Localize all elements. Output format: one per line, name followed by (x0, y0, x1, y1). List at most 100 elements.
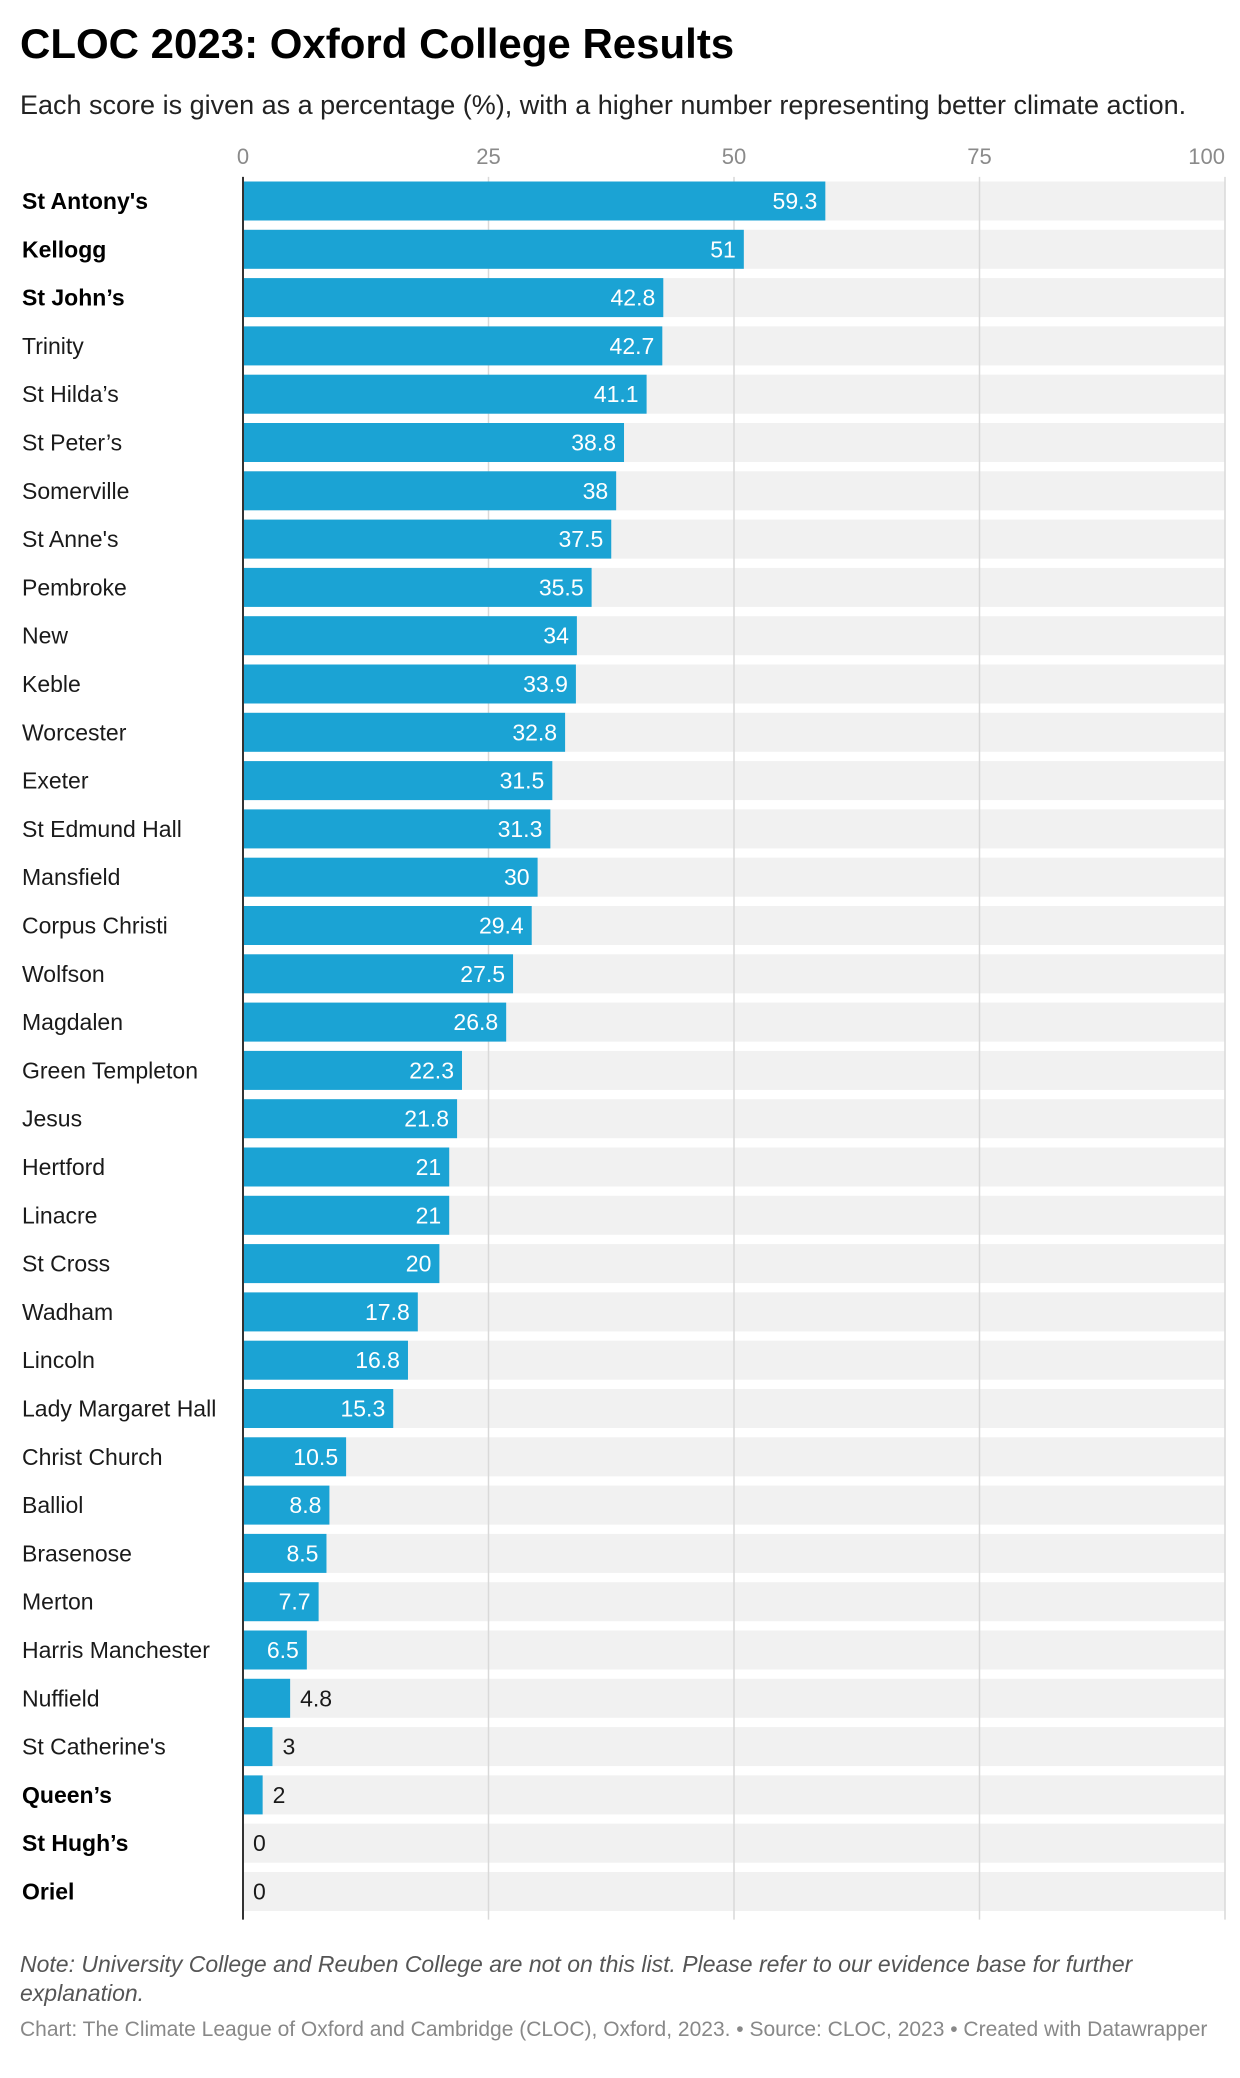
bar (243, 1727, 273, 1767)
value-label: 3 (282, 1734, 295, 1760)
bar (243, 906, 532, 945)
category-label: Worcester (22, 719, 127, 745)
category-label: Exeter (22, 768, 89, 794)
bar (243, 809, 551, 849)
category-label: Queen’s (22, 1782, 112, 1808)
x-tick-label: 0 (237, 144, 249, 169)
bar (243, 181, 826, 221)
value-label: 10.5 (293, 1444, 338, 1470)
value-label: 8.5 (286, 1540, 318, 1566)
bar (243, 1437, 347, 1477)
value-label: 32.8 (512, 719, 557, 745)
value-label: 29.4 (479, 913, 524, 939)
value-label: 59.3 (773, 188, 818, 214)
value-label: 38 (583, 478, 609, 504)
category-label: Wolfson (22, 961, 105, 987)
bar (243, 567, 592, 607)
bar (243, 229, 744, 269)
bar (243, 761, 553, 801)
category-label: St John’s (22, 285, 125, 311)
category-label: New (22, 623, 68, 649)
chart-credit: Chart: The Climate League of Oxford and … (20, 2018, 1208, 2041)
bar-chart: 0 25 50 75 100 St Antony's 59.3 Kellogg 51 St Joh… (22, 144, 1226, 1920)
category-label: Nuffield (22, 1685, 100, 1711)
x-tick-label: 75 (967, 144, 991, 169)
value-label: 17.8 (365, 1299, 410, 1325)
category-label: St Antony's (22, 188, 148, 214)
category-label: Keble (22, 671, 81, 697)
x-tick-label: 100 (1188, 144, 1225, 169)
value-label: 0 (253, 1830, 266, 1856)
bar (243, 423, 625, 462)
bar (243, 857, 538, 897)
bar (243, 1195, 450, 1235)
bar (243, 1099, 458, 1139)
category-label: Pembroke (22, 574, 127, 600)
bar (243, 471, 617, 511)
category-label: Linacre (22, 1202, 97, 1228)
bar (243, 616, 577, 656)
category-label: Balliol (22, 1492, 83, 1518)
bar (243, 1147, 450, 1187)
bar (243, 1389, 394, 1428)
value-label: 26.8 (453, 1009, 498, 1035)
bar (243, 519, 612, 559)
value-label: 20 (406, 1251, 432, 1277)
value-label: 21 (416, 1154, 442, 1180)
bar (243, 1050, 462, 1090)
value-label: 41.1 (594, 381, 639, 407)
value-label: 37.5 (558, 526, 603, 552)
category-label: Christ Church (22, 1444, 163, 1470)
bar (243, 1292, 418, 1332)
chart-note: Note: University College and Reuben Coll… (20, 1951, 1133, 2006)
value-label: 2 (273, 1782, 286, 1808)
bar (243, 712, 566, 752)
bar (243, 1340, 408, 1380)
category-label: St Catherine's (22, 1734, 166, 1760)
category-label: Kellogg (22, 236, 106, 262)
bar (243, 664, 576, 704)
value-label: 15.3 (340, 1396, 385, 1422)
category-label: Corpus Christi (22, 913, 168, 939)
value-label: 31.5 (500, 768, 545, 794)
x-tick-label: 50 (722, 144, 746, 169)
value-label: 38.8 (571, 430, 616, 456)
value-label: 42.8 (611, 285, 656, 311)
bar (243, 1775, 263, 1815)
bar (243, 1582, 319, 1622)
chart-title: CLOC 2023: Oxford College Results (20, 20, 735, 67)
category-label: Hertford (22, 1154, 105, 1180)
bar (243, 278, 664, 318)
category-label: St Hilda’s (22, 381, 119, 407)
value-label: 16.8 (355, 1347, 400, 1373)
value-label: 30 (504, 864, 530, 890)
bar (243, 326, 663, 366)
value-label: 21 (416, 1202, 442, 1228)
value-label: 34 (543, 623, 569, 649)
bar (243, 374, 647, 414)
category-label: Lady Margaret Hall (22, 1396, 216, 1422)
category-label: Trinity (22, 333, 84, 359)
category-label: Jesus (22, 1106, 82, 1132)
category-label: St Anne's (22, 526, 118, 552)
value-label: 21.8 (404, 1106, 449, 1132)
value-label: 51 (710, 236, 736, 262)
value-label: 33.9 (523, 671, 568, 697)
bar (243, 954, 514, 994)
bar (243, 1630, 307, 1670)
category-label: Harris Manchester (22, 1637, 210, 1663)
value-label: 0 (253, 1879, 266, 1905)
category-label: Somerville (22, 478, 129, 504)
value-label: 6.5 (267, 1637, 299, 1663)
category-label: Magdalen (22, 1009, 123, 1035)
category-label: Merton (22, 1589, 94, 1615)
category-label: St Hugh’s (22, 1830, 128, 1856)
category-label: Green Templeton (22, 1057, 198, 1083)
category-label: Brasenose (22, 1540, 132, 1566)
value-label: 31.3 (498, 816, 543, 842)
category-label: St Peter’s (22, 430, 122, 456)
value-label: 35.5 (539, 574, 584, 600)
x-tick-label: 25 (476, 144, 500, 169)
chart-subtitle: Each score is given as a percentage (%),… (20, 90, 1187, 120)
